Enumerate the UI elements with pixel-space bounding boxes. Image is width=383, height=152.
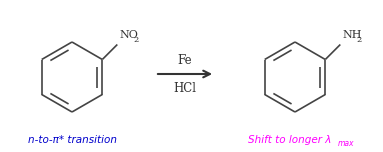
Text: Fe: Fe [178, 54, 192, 67]
Text: NO: NO [119, 29, 138, 40]
Text: max: max [338, 138, 355, 147]
Text: 2: 2 [134, 36, 139, 43]
Text: HCl: HCl [173, 81, 196, 95]
Text: 2: 2 [357, 36, 362, 43]
Text: Shift to longer λ: Shift to longer λ [248, 135, 332, 145]
Text: NH: NH [342, 29, 362, 40]
Text: n-to-π* transition: n-to-π* transition [28, 135, 116, 145]
